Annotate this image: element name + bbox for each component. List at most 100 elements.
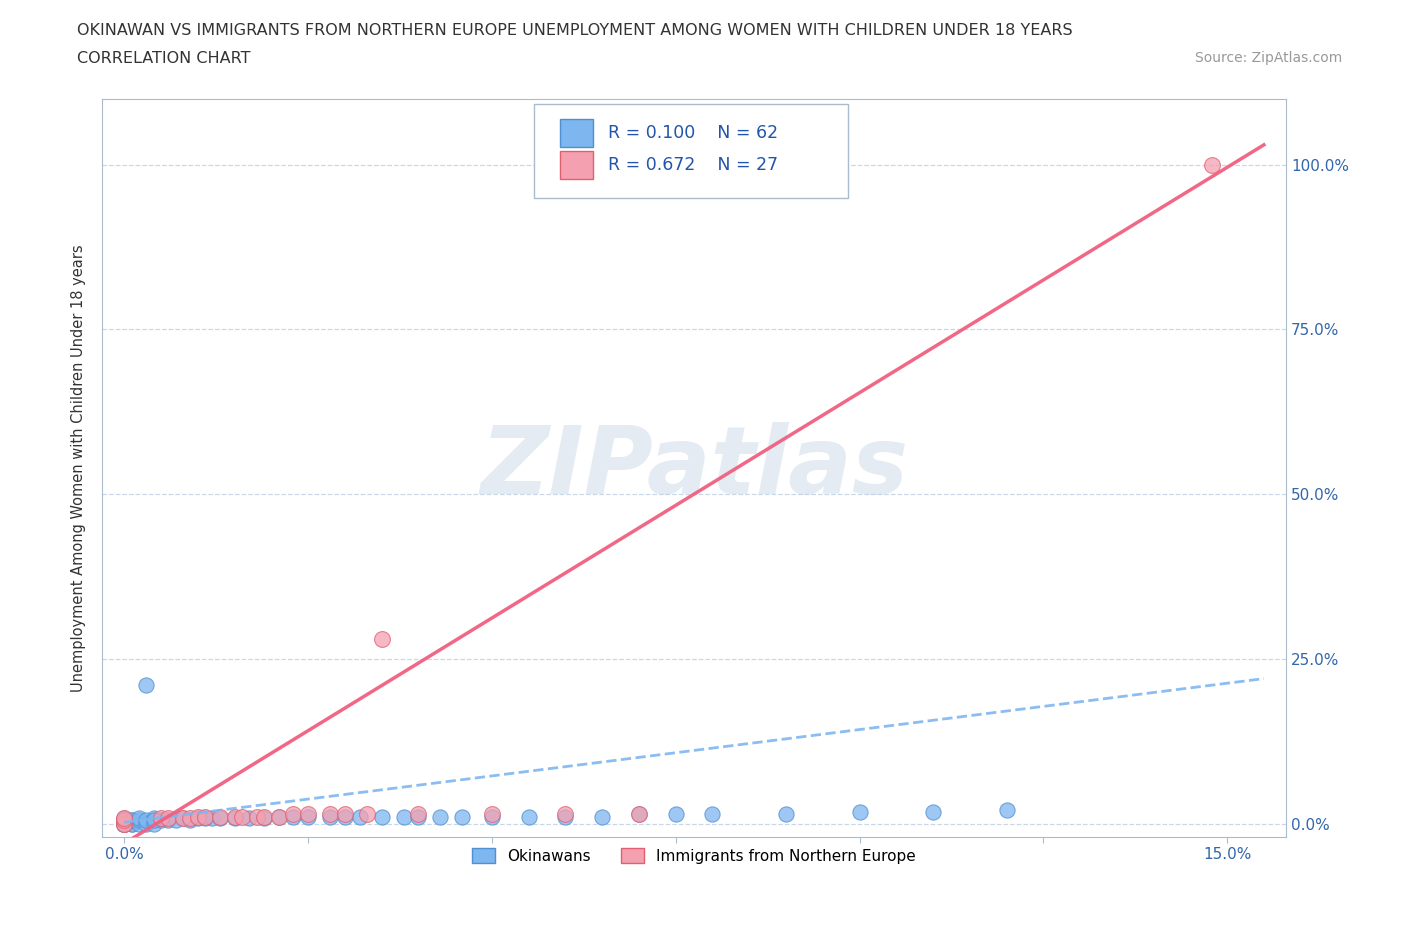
Bar xyxy=(561,151,593,179)
Point xyxy=(554,806,576,821)
Point xyxy=(208,811,231,826)
Point xyxy=(267,809,290,824)
Point xyxy=(172,811,194,826)
Point xyxy=(224,811,246,826)
Point xyxy=(157,811,180,826)
Point xyxy=(165,813,187,828)
Point xyxy=(333,806,356,821)
Point xyxy=(267,809,290,824)
Point xyxy=(172,811,194,826)
Point xyxy=(135,817,157,831)
Point xyxy=(1201,157,1223,172)
Point xyxy=(201,811,224,826)
Point xyxy=(238,811,260,826)
Point xyxy=(231,809,253,824)
Point xyxy=(112,817,135,831)
Point xyxy=(356,806,378,821)
Point xyxy=(702,806,724,821)
Point xyxy=(121,813,143,828)
Text: Source: ZipAtlas.com: Source: ZipAtlas.com xyxy=(1195,51,1343,65)
Point xyxy=(112,817,135,831)
Point xyxy=(112,817,135,831)
Point xyxy=(253,809,276,824)
Point xyxy=(775,806,797,821)
Point xyxy=(408,809,430,824)
Point xyxy=(319,809,342,824)
Point xyxy=(370,631,392,646)
Point xyxy=(112,817,135,831)
Point xyxy=(112,817,135,831)
Point xyxy=(208,809,231,824)
Point xyxy=(922,804,945,819)
Point xyxy=(128,817,150,831)
Point xyxy=(150,811,173,826)
Point xyxy=(349,809,371,824)
FancyBboxPatch shape xyxy=(534,104,848,198)
Point xyxy=(135,813,157,828)
Point xyxy=(429,809,451,824)
Point xyxy=(179,813,201,828)
Text: R = 0.100    N = 62: R = 0.100 N = 62 xyxy=(607,124,778,141)
Point xyxy=(481,809,503,824)
Text: R = 0.672    N = 27: R = 0.672 N = 27 xyxy=(607,156,778,174)
Text: CORRELATION CHART: CORRELATION CHART xyxy=(77,51,250,66)
Text: OKINAWAN VS IMMIGRANTS FROM NORTHERN EUROPE UNEMPLOYMENT AMONG WOMEN WITH CHILDR: OKINAWAN VS IMMIGRANTS FROM NORTHERN EUR… xyxy=(77,23,1073,38)
Point xyxy=(142,817,165,831)
Point xyxy=(848,804,870,819)
Legend: Okinawans, Immigrants from Northern Europe: Okinawans, Immigrants from Northern Euro… xyxy=(465,842,922,870)
Point xyxy=(121,817,143,831)
Point xyxy=(128,813,150,828)
Point xyxy=(142,813,165,828)
Point xyxy=(128,811,150,826)
Point xyxy=(297,809,319,824)
Point xyxy=(319,806,342,821)
Point xyxy=(157,813,180,828)
Point xyxy=(112,817,135,831)
Point xyxy=(481,806,503,821)
Point xyxy=(112,817,135,831)
Point xyxy=(591,809,613,824)
Point xyxy=(112,817,135,831)
Point xyxy=(112,817,135,831)
Point xyxy=(554,809,576,824)
Point xyxy=(517,809,540,824)
Point xyxy=(112,811,135,826)
Point xyxy=(283,806,305,821)
Point xyxy=(246,809,269,824)
Point xyxy=(112,817,135,831)
Point xyxy=(194,811,217,826)
Point xyxy=(297,806,319,821)
Point xyxy=(112,813,135,828)
Bar xyxy=(561,119,593,147)
Point xyxy=(112,817,135,831)
Point xyxy=(408,806,430,821)
Point xyxy=(112,813,135,828)
Point xyxy=(112,817,135,831)
Point xyxy=(333,809,356,824)
Point xyxy=(283,809,305,824)
Point xyxy=(253,811,276,826)
Text: ZIPatlas: ZIPatlas xyxy=(479,421,908,513)
Point xyxy=(194,809,217,824)
Point xyxy=(187,811,209,826)
Point xyxy=(112,811,135,826)
Point xyxy=(370,809,392,824)
Point xyxy=(627,806,650,821)
Point xyxy=(121,813,143,828)
Point xyxy=(121,817,143,831)
Point xyxy=(112,813,135,828)
Point xyxy=(135,678,157,693)
Point xyxy=(995,803,1018,817)
Point xyxy=(187,809,209,824)
Point xyxy=(627,806,650,821)
Point xyxy=(112,817,135,831)
Point xyxy=(451,809,474,824)
Point xyxy=(150,813,173,828)
Point xyxy=(392,809,415,824)
Point xyxy=(112,813,135,828)
Point xyxy=(224,809,246,824)
Point xyxy=(179,811,201,826)
Point xyxy=(665,806,688,821)
Point xyxy=(142,811,165,826)
Y-axis label: Unemployment Among Women with Children Under 18 years: Unemployment Among Women with Children U… xyxy=(72,244,86,692)
